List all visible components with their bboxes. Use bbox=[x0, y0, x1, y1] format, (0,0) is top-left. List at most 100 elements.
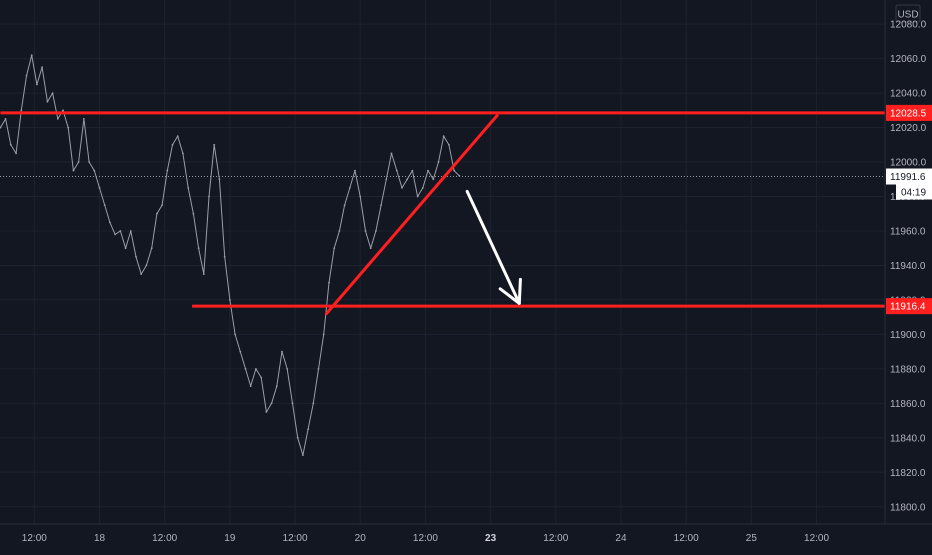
price-point bbox=[380, 204, 382, 207]
resistance-line-tag-label: 12028.5 bbox=[890, 108, 927, 119]
price-point bbox=[114, 233, 116, 236]
price-point bbox=[448, 143, 450, 146]
price-point bbox=[109, 221, 111, 224]
price-point bbox=[56, 118, 59, 120]
price-point bbox=[453, 169, 455, 172]
countdown-tag bbox=[896, 184, 932, 200]
countdown-tag-label: 04:19 bbox=[901, 188, 926, 199]
time-tick-label: 20 bbox=[355, 533, 367, 544]
price-point bbox=[192, 212, 195, 215]
time-tick-label: 12:00 bbox=[413, 533, 438, 544]
price-point bbox=[385, 178, 388, 181]
time-tick-labels: 12:00 18 12:00 19 12:00 20 12:00 23 12:00 24 12:00… bbox=[22, 533, 830, 544]
time-tick-label: 18 bbox=[94, 533, 106, 544]
price-point bbox=[182, 152, 184, 155]
price-tick-label: 12080.0 bbox=[890, 20, 927, 31]
time-tick-label: 12:00 bbox=[674, 533, 699, 544]
price-point bbox=[296, 436, 299, 439]
price-point bbox=[364, 230, 367, 232]
support-line-tag-label: 11916.4 bbox=[890, 302, 926, 313]
price-point bbox=[4, 118, 7, 120]
price-point bbox=[72, 169, 75, 172]
price-point bbox=[135, 255, 137, 258]
price-point bbox=[265, 411, 268, 413]
price-point bbox=[166, 169, 169, 172]
price-series bbox=[0, 54, 461, 456]
current-price-tag bbox=[886, 168, 932, 185]
price-tick-label: 11880.0 bbox=[890, 364, 926, 375]
projection-arrow[interactable] bbox=[465, 189, 521, 305]
price-axis[interactable]: USD 12080.012060.012040.012020.012000.01… bbox=[884, 0, 932, 524]
price-point bbox=[51, 92, 54, 94]
price-tick-label: 11900.0 bbox=[890, 330, 926, 341]
price-point bbox=[145, 264, 148, 267]
time-tick-label: 12:00 bbox=[283, 533, 308, 544]
time-tick-label: 12:00 bbox=[804, 533, 829, 544]
price-point bbox=[30, 54, 33, 57]
price-point bbox=[150, 247, 153, 250]
price-point bbox=[317, 368, 320, 370]
time-tick-label: 23 bbox=[485, 533, 497, 544]
time-tick-label: 12:00 bbox=[152, 533, 177, 544]
price-point bbox=[20, 109, 23, 112]
price-tags: 12028.5 11916.4 11991.6 04:19 bbox=[886, 104, 932, 315]
price-point bbox=[275, 385, 278, 387]
price-axis-background bbox=[885, 0, 932, 524]
price-point bbox=[333, 247, 336, 250]
price-point bbox=[291, 402, 294, 405]
time-axis[interactable]: 12:00 18 12:00 19 12:00 20 12:00 23 12:00 24 12:00… bbox=[0, 523, 932, 550]
price-point bbox=[36, 83, 38, 86]
drawings[interactable] bbox=[0, 111, 885, 316]
price-point bbox=[0, 126, 2, 129]
price-point bbox=[197, 247, 200, 250]
price-point bbox=[406, 178, 409, 181]
price-point bbox=[375, 230, 377, 232]
price-point bbox=[249, 385, 252, 387]
price-point bbox=[354, 169, 356, 172]
price-point bbox=[67, 126, 70, 129]
price-point bbox=[322, 333, 325, 336]
price-point bbox=[208, 195, 210, 198]
currency-badge-box bbox=[895, 4, 921, 23]
price-point bbox=[77, 161, 80, 163]
price-point bbox=[421, 187, 424, 189]
price-point bbox=[427, 169, 429, 172]
price-point bbox=[156, 212, 158, 215]
price-point bbox=[93, 169, 96, 172]
price-tick-label: 11840.0 bbox=[890, 433, 926, 444]
trendline[interactable] bbox=[324, 113, 499, 316]
resistance-line-tag bbox=[886, 104, 932, 121]
price-point bbox=[140, 273, 143, 275]
price-point bbox=[218, 178, 221, 181]
price-point bbox=[171, 143, 174, 146]
price-point bbox=[395, 169, 398, 172]
price-point bbox=[161, 204, 164, 207]
price-point bbox=[234, 333, 237, 336]
price-point bbox=[343, 204, 346, 207]
price-point bbox=[244, 368, 247, 370]
price-point bbox=[41, 66, 43, 69]
support-line-tag bbox=[886, 298, 932, 315]
price-point bbox=[46, 100, 49, 103]
price-point bbox=[98, 187, 101, 189]
price-point bbox=[307, 428, 309, 431]
price-point bbox=[255, 368, 257, 370]
price-point bbox=[312, 402, 315, 405]
price-point bbox=[129, 230, 132, 232]
price-point bbox=[187, 187, 190, 189]
price-tick-label: 12060.0 bbox=[890, 54, 927, 65]
time-tick-label: 12:00 bbox=[22, 533, 47, 544]
price-tick-label: 11940.0 bbox=[890, 261, 926, 272]
price-tick-label: 11860.0 bbox=[890, 399, 926, 410]
time-tick-label: 12:00 bbox=[543, 533, 568, 544]
price-point bbox=[338, 230, 341, 232]
price-point bbox=[328, 281, 330, 284]
currency-badge[interactable]: USD bbox=[895, 4, 921, 23]
time-tick-label: 25 bbox=[746, 533, 758, 544]
price-point bbox=[15, 152, 17, 155]
price-point bbox=[437, 161, 440, 163]
price-point bbox=[359, 195, 362, 198]
price-tick-label: 12040.0 bbox=[890, 89, 927, 100]
